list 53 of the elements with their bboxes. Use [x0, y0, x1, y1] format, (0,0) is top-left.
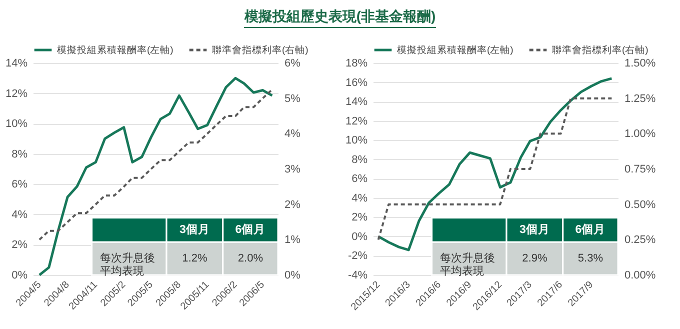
- y2-tick-label: 0.50%: [624, 198, 656, 211]
- text: 模擬投組歷史表現(非基金報酬): [244, 8, 436, 28]
- annotation: 2.9%: [522, 252, 548, 265]
- y2-tick-label: 2%: [284, 198, 301, 211]
- line-series: [377, 77, 613, 252]
- annotation: 3個月: [519, 222, 550, 236]
- annotation: 6個月: [235, 222, 266, 236]
- legend-label: 聯準會指標利率(右軸): [212, 44, 308, 56]
- y-tick-label: -2%: [348, 250, 368, 262]
- y-tick-label: 8%: [12, 148, 28, 160]
- annotation: 每次升息後平均表現: [440, 252, 495, 278]
- annotation: 6個月: [575, 222, 606, 236]
- y-tick-label: 12%: [5, 88, 28, 100]
- y-tick-label: 2%: [352, 212, 368, 224]
- y-tick-label: 10%: [5, 118, 28, 130]
- y2-tick-label: 0.00%: [624, 270, 656, 282]
- y-tick-label: 4%: [12, 208, 28, 221]
- y-tick-label: 8%: [352, 154, 368, 166]
- y2-tick-label: 1.50%: [624, 58, 656, 70]
- legend-label: 聯準會指標利率(右軸): [552, 44, 648, 56]
- y-tick-label: 14%: [5, 58, 28, 70]
- y2-tick-label: 0%: [284, 270, 301, 282]
- y2-tick-label: 0.75%: [624, 164, 656, 176]
- y2-tick-label: 1%: [284, 234, 301, 246]
- y-tick-label: 12%: [345, 115, 368, 128]
- annotation: 3個月: [179, 222, 210, 236]
- y-tick-label: 14%: [345, 96, 368, 108]
- y-tick-label: -4%: [348, 270, 368, 282]
- y-tick-label: 16%: [345, 76, 368, 89]
- y2-tick-label: 1.25%: [624, 92, 656, 105]
- line-series: [38, 88, 274, 241]
- y2-tick-label: 6%: [284, 58, 301, 70]
- y-tick-label: 10%: [345, 134, 368, 147]
- y-tick-label: 0%: [352, 230, 368, 243]
- legend-label: 模擬投組累積報酬率(左軸): [397, 44, 514, 56]
- y-tick-label: 6%: [12, 178, 28, 191]
- y2-tick-label: 4%: [284, 128, 301, 140]
- legend-label: 模擬投組累積報酬率(左軸): [57, 44, 174, 56]
- y-tick-label: 4%: [352, 192, 368, 204]
- y-tick-label: 18%: [345, 58, 368, 70]
- annotation: 每次升息後平均表現: [100, 252, 155, 278]
- annotation: 5.3%: [578, 252, 604, 265]
- y2-tick-label: 0.25%: [624, 234, 656, 246]
- y-tick-label: 2%: [12, 239, 28, 252]
- y2-tick-label: 1.00%: [624, 128, 656, 140]
- line-series: [377, 97, 613, 241]
- y-tick-label: 0%: [12, 270, 28, 282]
- y-tick-label: 6%: [352, 173, 368, 186]
- line-series: [38, 76, 274, 276]
- annotation: 1.2%: [182, 252, 208, 265]
- y2-tick-label: 3%: [284, 164, 301, 176]
- y2-tick-label: 5%: [284, 92, 301, 105]
- annotation: 2.0%: [238, 252, 264, 265]
